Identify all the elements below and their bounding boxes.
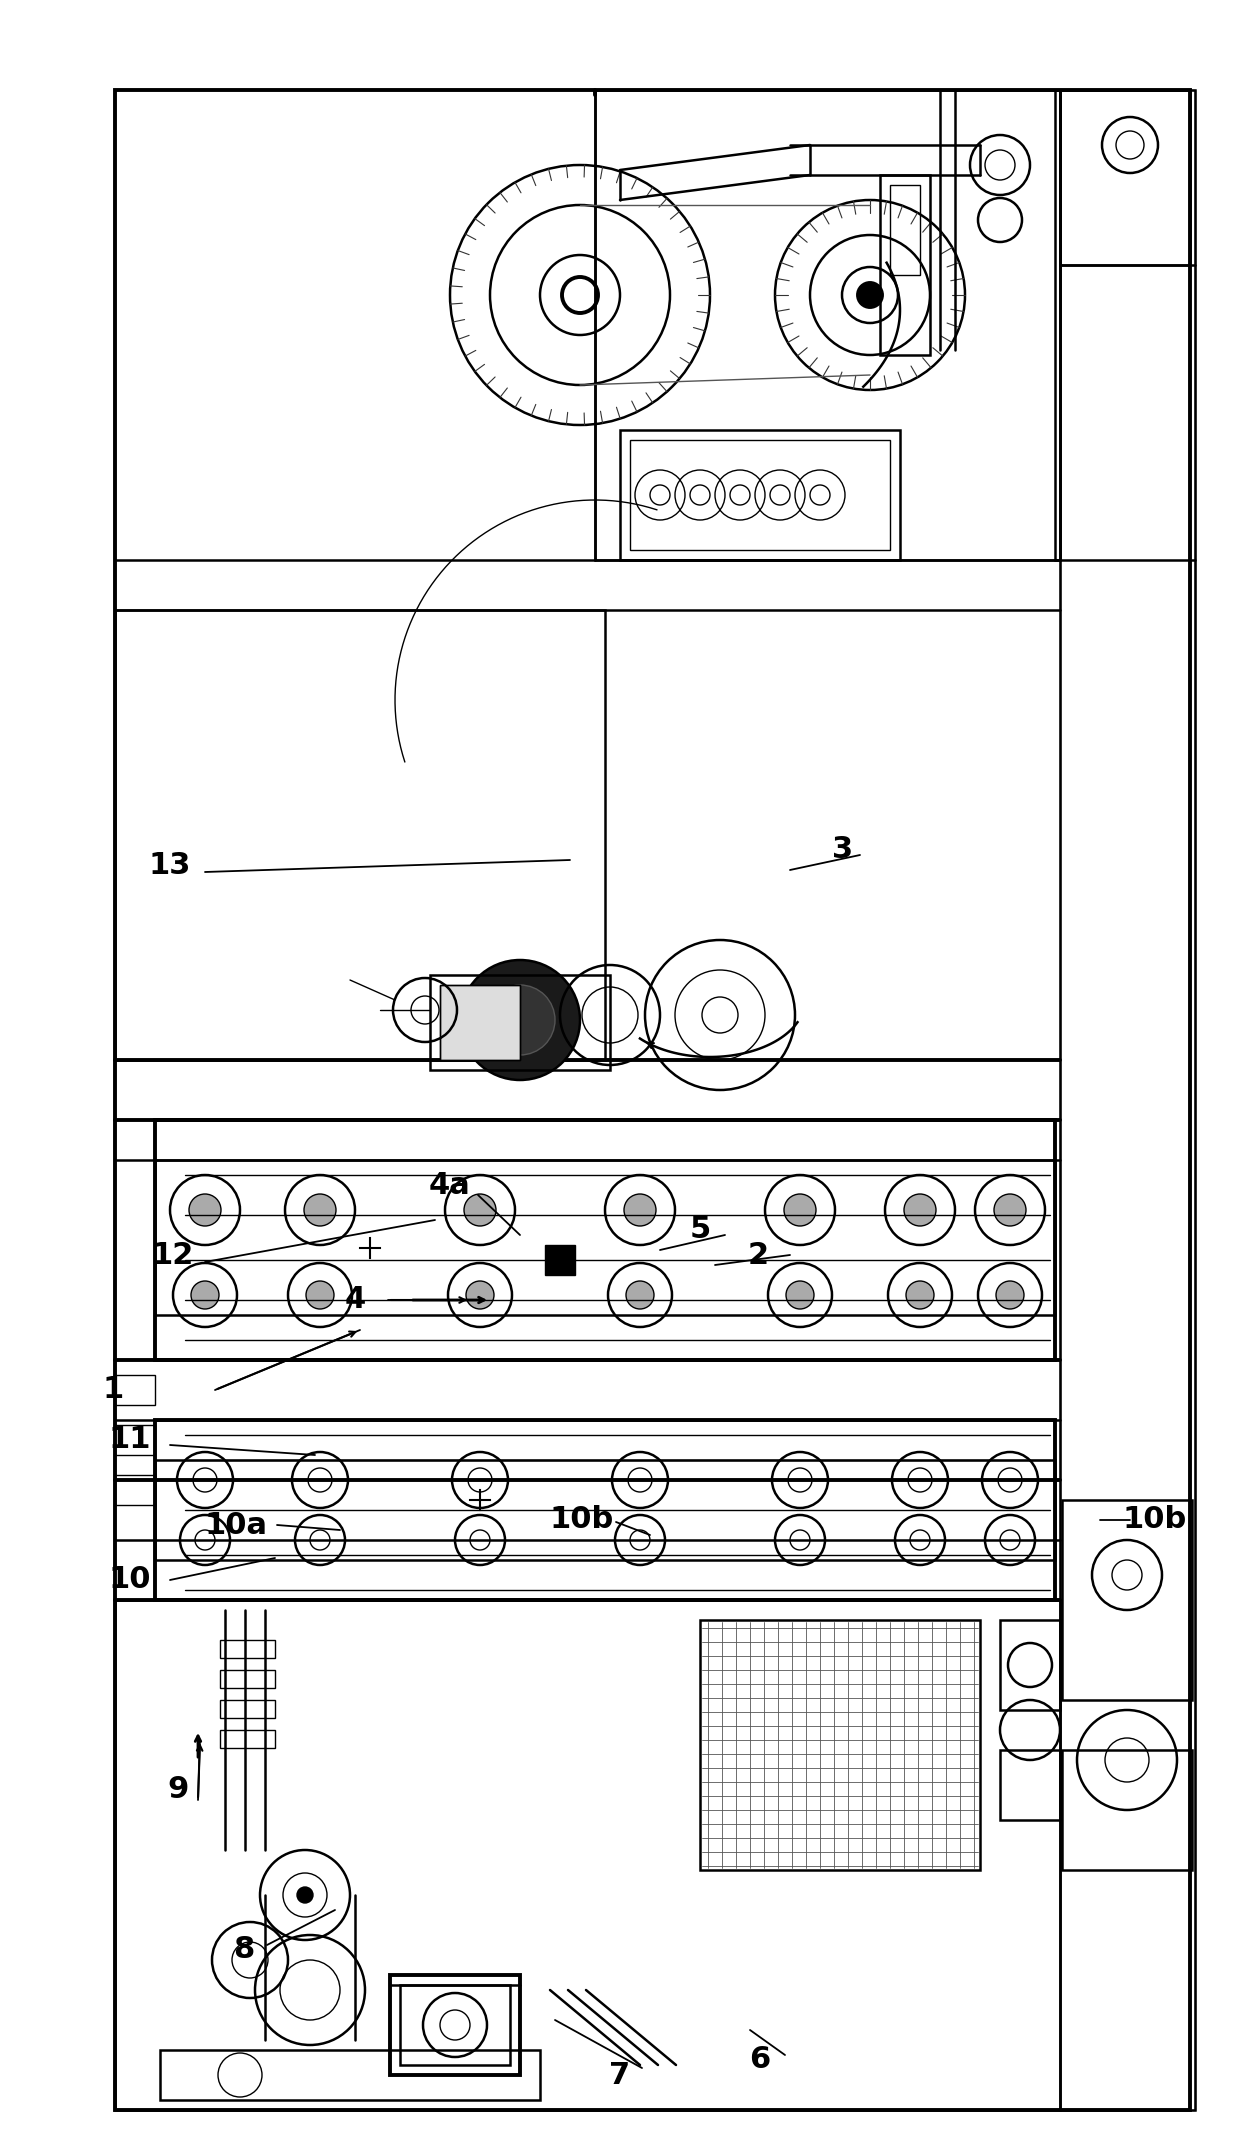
Bar (440, 984, 520, 1061)
Bar (219, 1730, 275, 1749)
Bar (880, 175, 930, 356)
Bar (155, 1421, 1055, 1600)
Bar (115, 1376, 155, 1406)
Bar (630, 441, 890, 550)
Bar (155, 1161, 1055, 1314)
Bar (430, 976, 610, 1069)
Bar (1061, 1500, 1192, 1700)
Circle shape (906, 1280, 934, 1310)
Text: 1: 1 (103, 1376, 124, 1404)
Circle shape (298, 1887, 312, 1902)
Bar (999, 1751, 1060, 1819)
Bar (115, 89, 1190, 2111)
Bar (391, 1975, 520, 2075)
Bar (219, 1640, 275, 1657)
Bar (890, 185, 920, 275)
Bar (115, 1474, 155, 1506)
Bar (115, 609, 605, 1061)
Bar (595, 89, 1060, 560)
Circle shape (464, 1195, 496, 1227)
Bar (115, 1425, 155, 1455)
Text: 9: 9 (167, 1776, 188, 1804)
Text: 7: 7 (609, 2060, 631, 2090)
Circle shape (485, 984, 556, 1054)
Circle shape (191, 1280, 219, 1310)
Bar (1060, 89, 1195, 2111)
Bar (155, 1120, 1055, 1359)
Text: 13: 13 (149, 850, 191, 880)
Text: 4: 4 (345, 1287, 366, 1314)
Circle shape (188, 1195, 221, 1227)
Text: 8: 8 (233, 1936, 254, 1964)
Text: 3: 3 (832, 835, 853, 865)
Circle shape (306, 1280, 334, 1310)
Circle shape (466, 1280, 494, 1310)
Bar (701, 1621, 980, 1870)
Bar (1061, 1751, 1192, 1870)
Bar (401, 1985, 510, 2064)
Circle shape (460, 961, 580, 1080)
Circle shape (786, 1280, 813, 1310)
Bar (1060, 89, 1190, 264)
Bar (155, 1459, 1055, 1559)
Text: 11: 11 (109, 1425, 151, 1455)
Text: 6: 6 (749, 2045, 770, 2075)
Text: 4a: 4a (429, 1172, 471, 1199)
Bar (440, 984, 520, 1061)
Text: 2: 2 (748, 1240, 769, 1269)
Bar (219, 1700, 275, 1719)
Circle shape (624, 1195, 656, 1227)
Text: 12: 12 (151, 1240, 195, 1269)
Bar (999, 1621, 1060, 1710)
Circle shape (626, 1280, 653, 1310)
Text: 10a: 10a (205, 1510, 268, 1540)
Bar (1055, 89, 1060, 560)
Circle shape (784, 1195, 816, 1227)
Circle shape (994, 1195, 1025, 1227)
Bar (219, 1670, 275, 1687)
Circle shape (304, 1195, 336, 1227)
Bar (1060, 89, 1195, 2111)
Circle shape (904, 1195, 936, 1227)
Text: 10b: 10b (549, 1506, 614, 1534)
Circle shape (996, 1280, 1024, 1310)
Text: 10b: 10b (1123, 1506, 1187, 1534)
Bar (160, 2049, 539, 2100)
Bar (115, 1600, 1060, 2111)
Bar (546, 1246, 575, 1276)
Circle shape (858, 283, 882, 307)
Text: 5: 5 (689, 1216, 711, 1244)
Bar (620, 430, 900, 560)
Text: 10: 10 (109, 1566, 151, 1595)
